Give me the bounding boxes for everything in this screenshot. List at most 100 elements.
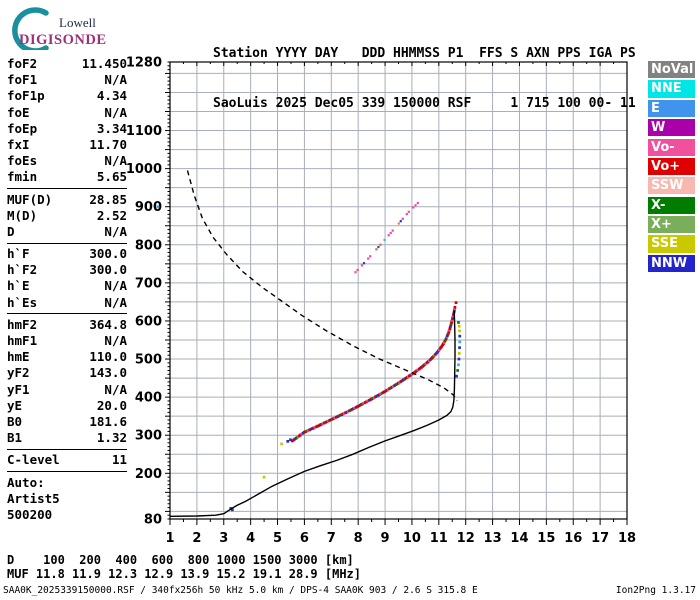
svg-text:7: 7 [327, 531, 336, 546]
param-label: M(D) [7, 207, 38, 223]
param-row: h`F 300.0 [7, 246, 127, 262]
param-row: h`E N/A [7, 278, 127, 294]
svg-text:80: 80 [144, 513, 162, 528]
panel-divider [7, 471, 127, 472]
param-row: fmin 5.65 [7, 169, 127, 185]
svg-text:15: 15 [537, 531, 555, 546]
param-label: foF2 [7, 56, 38, 71]
logo-text-digisonde: DIGISONDE [19, 32, 107, 48]
param-value: 110.0 [89, 349, 127, 365]
param-row: hmF2 364.8 [7, 317, 127, 333]
param-label: hmF2 [7, 316, 38, 332]
station-header: Station YYYY DAY DDD HHMMSS P1 FFS S AXN… [213, 13, 636, 129]
param-row: fxI 11.70 [7, 137, 127, 153]
svg-text:12: 12 [457, 531, 475, 546]
param-label: h`F2 [7, 262, 38, 278]
svg-text:700: 700 [135, 276, 162, 291]
param-label: D [7, 223, 15, 239]
svg-text:600: 600 [135, 314, 162, 329]
legend-item-e: E [648, 99, 695, 117]
legend-item-vo: Vo+ [648, 157, 695, 176]
param-value: 2.52 [96, 207, 127, 223]
second-hop-trace-dots [354, 202, 419, 274]
param-label: fxI [7, 136, 30, 152]
param-label: yF2 [7, 365, 30, 381]
param-row: foE N/A [7, 105, 127, 121]
header-column-titles: Station YYYY DAY DDD HHMMSS P1 FFS S AXN… [213, 46, 636, 61]
param-label: hmF1 [7, 333, 38, 348]
f-trace-dots [291, 305, 457, 443]
param-value: 11 [111, 452, 127, 468]
param-label: C-level [7, 452, 60, 468]
param-label: hmE [7, 349, 30, 365]
param-value: N/A [104, 223, 127, 239]
param-value: 4.34 [96, 88, 127, 104]
autoscaling-info-line: 500200 [7, 506, 53, 522]
svg-text:13: 13 [484, 531, 502, 546]
param-row: hmF1 N/A [7, 333, 127, 349]
param-label: foEp [7, 120, 38, 136]
y-axis-ticks [165, 61, 170, 520]
param-label: yE [7, 397, 23, 413]
param-value: 3.34 [96, 120, 127, 136]
param-label: foEs [7, 153, 38, 169]
svg-text:200: 200 [135, 467, 162, 482]
svg-text:1100: 1100 [126, 124, 162, 139]
param-label: B1 [7, 430, 23, 446]
svg-text:300: 300 [135, 429, 162, 444]
param-value: 5.65 [96, 169, 127, 185]
panel-divider [7, 448, 127, 450]
param-value: N/A [104, 294, 127, 310]
param-value: 364.8 [89, 316, 127, 332]
svg-text:1000: 1000 [126, 162, 162, 177]
svg-text:1280: 1280 [126, 56, 162, 71]
legend-item-x: X+ [648, 216, 695, 234]
svg-text:10: 10 [403, 531, 421, 546]
autoscaling-info-line: Auto: [7, 474, 45, 490]
param-label: MUF(D) [7, 191, 53, 207]
estimated-profile-curve [186, 170, 458, 402]
param-row: B1 1.32 [7, 430, 127, 446]
svg-text:2: 2 [192, 531, 201, 546]
distance-row: D 100 200 400 600 800 1000 1500 3000 [km… [7, 553, 354, 567]
param-value: N/A [104, 278, 127, 294]
svg-text:3: 3 [219, 531, 228, 546]
param-row: foF1p 4.34 [7, 88, 127, 104]
param-row: yE 20.0 [7, 398, 127, 414]
svg-text:14: 14 [510, 531, 528, 546]
param-row: foEs N/A [7, 153, 127, 169]
param-label: foF1p [7, 88, 45, 104]
panel-divider [7, 188, 127, 189]
param-row: foEp 3.34 [7, 121, 127, 137]
param-label: h`Es [7, 294, 38, 310]
autoscaling-info-line: Artist5 [7, 490, 60, 506]
param-row: h`F2 300.0 [7, 262, 127, 278]
param-label: foE [7, 104, 30, 120]
param-value: N/A [104, 381, 127, 397]
svg-text:1: 1 [165, 531, 174, 546]
param-value: 20.0 [96, 397, 127, 413]
logo-arc-icon: Lowell DIGISONDE [12, 7, 107, 54]
true-height-profile-curve [169, 310, 456, 517]
param-value: 11.70 [89, 136, 127, 152]
svg-text:5: 5 [273, 531, 282, 546]
param-label: h`F [7, 246, 30, 262]
panel-divider [7, 313, 127, 315]
svg-text:6: 6 [300, 531, 309, 546]
panel-divider [7, 242, 127, 244]
param-value: N/A [104, 333, 127, 348]
frame [169, 61, 628, 520]
direction-color-legend: NoVal NNE E W Vo- Vo+ SSW X- X+ SSE NNW [648, 61, 695, 274]
header-station-values: SaoLuis 2025 Dec05 339 150000 RSF 1 715 … [213, 95, 636, 111]
param-label: fmin [7, 169, 38, 185]
param-value: 300.0 [89, 262, 127, 278]
svg-text:11: 11 [430, 531, 448, 546]
param-value: 28.85 [89, 191, 127, 207]
x-axis-ticks [169, 62, 628, 525]
svg-text:8: 8 [354, 531, 363, 546]
logo-text-lowell: Lowell [59, 15, 96, 30]
svg-text:9: 9 [381, 531, 390, 546]
legend-item-sse: SSE [648, 235, 695, 253]
param-value: 181.6 [89, 413, 127, 429]
